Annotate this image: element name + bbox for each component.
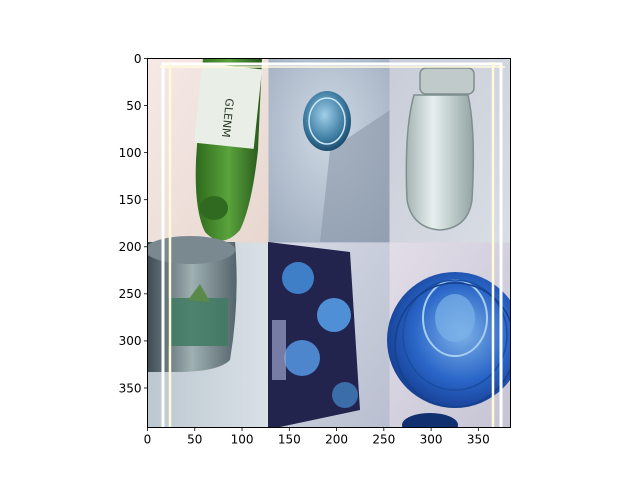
- y-tick-label: 200: [119, 240, 142, 254]
- y-tick-label: 0: [134, 52, 142, 66]
- tile-blue-plastic-bottle-bottom: [387, 242, 511, 428]
- svg-text:GLENM: GLENM: [219, 98, 236, 138]
- x-tick-label: 350: [467, 433, 490, 447]
- y-tick-label: 300: [119, 334, 142, 348]
- y-axis-ticks: 0 50 100 150 200 250 300 350: [119, 52, 148, 395]
- y-tick-label: 350: [119, 381, 142, 395]
- x-tick-label: 200: [325, 433, 348, 447]
- y-tick-label: 150: [119, 193, 142, 207]
- x-tick-label: 250: [372, 433, 395, 447]
- tile-printed-packaging: [268, 242, 390, 428]
- x-tick-label: 0: [144, 433, 152, 447]
- tile-green-glass-bottle: GLENM: [147, 58, 269, 243]
- x-tick-label: 50: [187, 433, 202, 447]
- y-tick-label: 50: [126, 99, 141, 113]
- x-tick-label: 150: [278, 433, 301, 447]
- x-tick-label: 100: [231, 433, 254, 447]
- tile-blue-metal-cap: [268, 58, 390, 243]
- y-tick-label: 250: [119, 287, 142, 301]
- y-tick-label: 100: [119, 146, 142, 160]
- tile-clear-glass-jar: [389, 58, 511, 243]
- axes-spines: [147, 58, 511, 428]
- image-axes: GLENM: [147, 58, 511, 428]
- x-tick-label: 300: [420, 433, 443, 447]
- x-axis-ticks: 0 50 100 150 200 250 300 350: [144, 427, 490, 447]
- overlay-frame-lines: [160, 62, 505, 428]
